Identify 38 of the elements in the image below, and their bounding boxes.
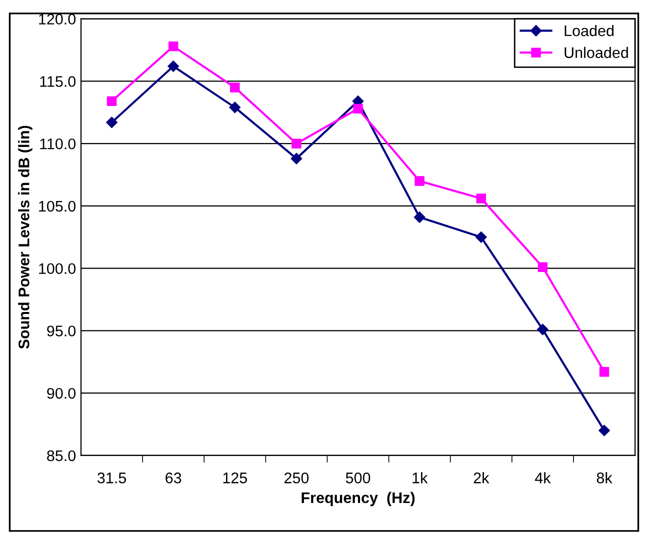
x-axis-title: Frequency (Hz) <box>302 492 415 506</box>
legend-label: Loaded <box>564 24 614 36</box>
point <box>292 138 302 148</box>
point <box>290 152 302 164</box>
point <box>353 104 363 114</box>
point <box>106 116 118 128</box>
x-tick-label: 2k <box>474 472 490 484</box>
y-tick-label: 90.0 <box>47 388 76 399</box>
point <box>598 424 610 436</box>
point <box>537 324 548 336</box>
x-tick-label: 8k <box>596 472 612 484</box>
x-tick-label: 63 <box>166 472 182 484</box>
point <box>538 262 548 272</box>
legend-label: Unloaded <box>564 46 628 58</box>
y-axis-title: Sound Power Levels in dB (lin) <box>18 126 32 349</box>
x-tick-label: 4k <box>534 472 551 484</box>
y-tick-label: 105.0 <box>39 200 76 212</box>
point <box>476 194 486 204</box>
y-tick-label: 85.0 <box>47 450 76 462</box>
y-tick-label: 100.0 <box>39 263 76 274</box>
x-tick-label: 125 <box>223 472 248 484</box>
point <box>106 96 117 106</box>
x-tick-label: 250 <box>284 472 309 484</box>
point <box>599 367 610 377</box>
point <box>168 60 179 72</box>
y-tick-label: 95.0 <box>47 326 76 336</box>
point <box>168 41 178 52</box>
x-tick-label: 1k <box>412 472 428 484</box>
x-tick-label: 500 <box>346 472 370 484</box>
point <box>476 232 487 243</box>
point <box>414 176 424 186</box>
y-tick-label: 120.0 <box>39 14 76 25</box>
point <box>229 102 241 114</box>
y-tick-label: 115.0 <box>40 76 76 87</box>
point <box>230 82 240 92</box>
x-tick-label: 31.5 <box>97 472 126 484</box>
point <box>414 212 426 223</box>
y-tick-label: 110.0 <box>40 138 76 150</box>
